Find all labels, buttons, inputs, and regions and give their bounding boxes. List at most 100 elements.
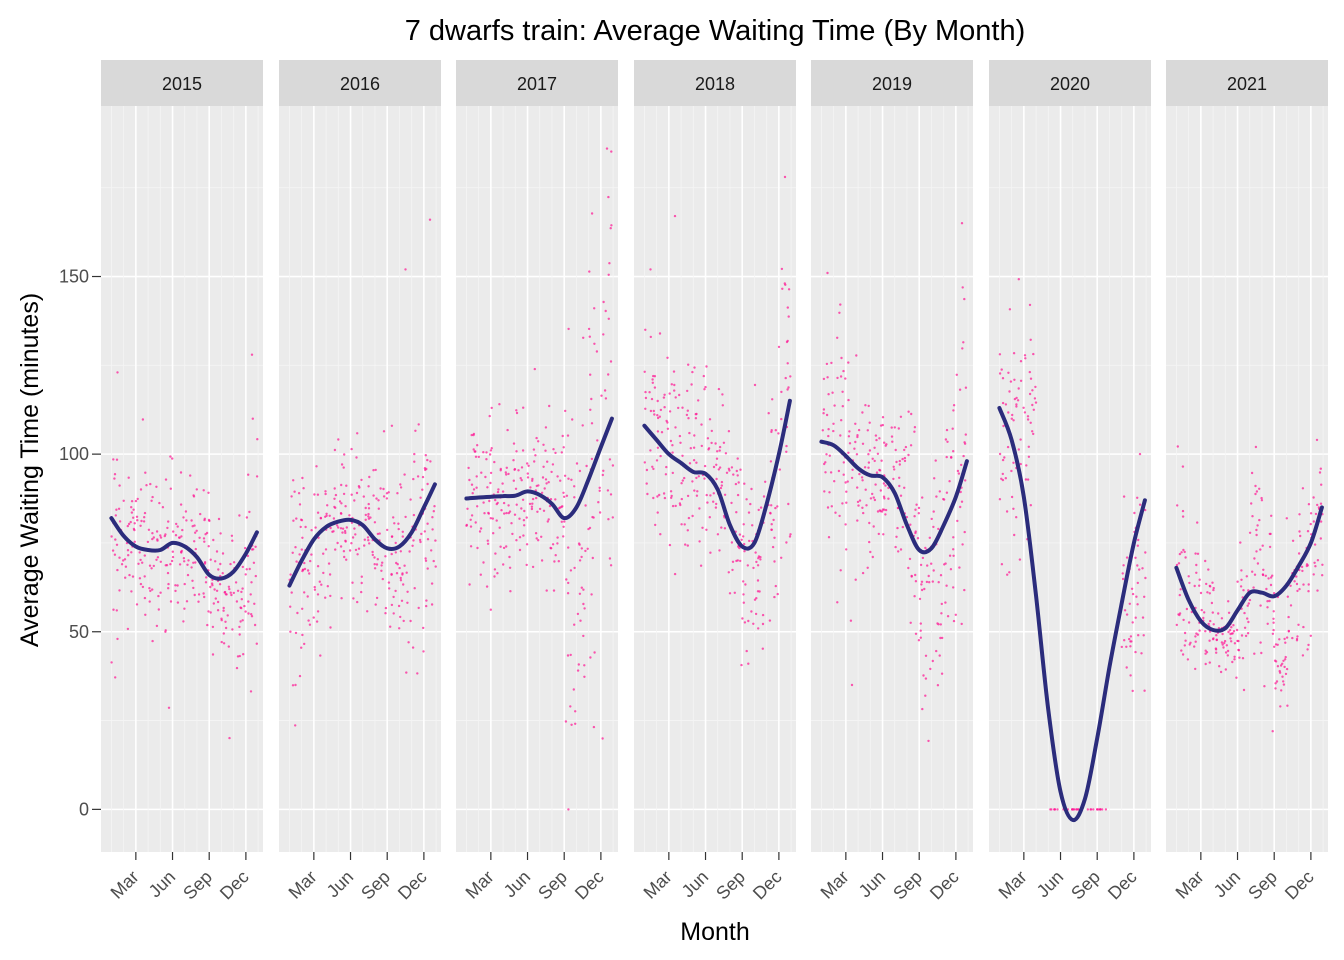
data-point: [509, 590, 512, 593]
data-point: [422, 650, 425, 653]
data-point: [584, 504, 587, 507]
data-point: [688, 462, 692, 465]
data-point: [554, 451, 557, 455]
data-point: [367, 485, 370, 488]
data-point: [497, 488, 500, 491]
data-point: [588, 335, 591, 338]
facet-strip-label: 2017: [517, 74, 557, 94]
data-point: [823, 490, 826, 493]
data-point: [1123, 609, 1127, 612]
data-point: [739, 559, 742, 563]
data-point: [695, 461, 698, 464]
data-point: [930, 562, 933, 565]
data-point: [1241, 657, 1245, 660]
data-point: [1307, 503, 1311, 506]
data-point: [592, 725, 596, 729]
data-point: [420, 532, 423, 536]
data-point: [931, 580, 934, 583]
data-point: [844, 481, 847, 484]
data-point: [223, 591, 226, 594]
data-point: [1240, 578, 1243, 581]
data-point: [1131, 689, 1134, 693]
data-point: [470, 514, 474, 517]
trend-line: [464, 416, 614, 521]
data-point: [663, 406, 666, 409]
data-point: [479, 573, 482, 576]
data-point: [586, 547, 589, 550]
data-point: [1231, 660, 1234, 664]
data-point: [890, 426, 893, 429]
data-point: [472, 433, 475, 437]
data-point: [183, 560, 186, 563]
data-point: [645, 468, 649, 472]
data-point: [721, 404, 724, 407]
data-point: [756, 579, 760, 582]
data-point: [176, 584, 179, 587]
data-point: [367, 515, 370, 518]
y-axis-title: Average Waiting Time (minutes): [16, 293, 44, 647]
data-point: [574, 722, 577, 725]
data-point: [126, 549, 130, 552]
data-point: [702, 374, 705, 378]
data-point: [363, 538, 366, 541]
data-point: [683, 523, 686, 526]
data-point: [393, 522, 396, 525]
data-point: [1128, 637, 1131, 641]
data-point: [1286, 704, 1289, 707]
data-point: [367, 502, 370, 506]
data-point: [1307, 643, 1310, 647]
data-point: [489, 517, 492, 520]
data-point: [171, 550, 174, 553]
data-point: [300, 548, 303, 551]
data-point: [694, 413, 697, 416]
x-tick-label: Dec: [926, 867, 963, 904]
data-point: [913, 515, 916, 518]
data-point: [299, 525, 302, 529]
data-point: [1176, 445, 1180, 448]
data-point: [604, 397, 608, 400]
data-point: [1266, 606, 1269, 609]
data-point: [226, 614, 229, 617]
data-point: [898, 463, 901, 466]
data-point: [901, 525, 904, 529]
data-point: [334, 548, 337, 551]
data-point: [937, 581, 940, 584]
data-point: [712, 500, 715, 503]
data-point: [742, 523, 745, 526]
data-point: [846, 480, 849, 483]
facet-strip-label: 2016: [340, 74, 380, 94]
data-point: [474, 450, 477, 453]
data-point: [235, 666, 239, 670]
data-point: [644, 390, 647, 394]
data-point: [697, 399, 700, 402]
data-point: [645, 482, 648, 485]
data-point: [871, 555, 874, 559]
data-point: [413, 452, 416, 456]
data-point: [608, 262, 611, 265]
data-point: [673, 389, 676, 392]
data-point: [656, 416, 660, 420]
data-point: [255, 475, 259, 478]
data-point: [176, 525, 179, 528]
data-point: [205, 576, 208, 579]
data-point: [1125, 556, 1129, 559]
data-point: [764, 480, 767, 483]
data-point: [1284, 641, 1287, 644]
points-2019: [821, 222, 968, 743]
data-point: [489, 481, 492, 485]
data-point: [784, 283, 787, 286]
data-point: [954, 613, 957, 616]
data-point: [179, 503, 183, 506]
data-point: [652, 467, 655, 471]
data-point: [409, 619, 412, 623]
data-point: [671, 444, 674, 447]
data-point: [319, 517, 323, 520]
data-point: [432, 559, 435, 563]
data-point: [430, 582, 434, 585]
data-point: [1287, 615, 1290, 619]
data-point: [425, 604, 428, 608]
data-point: [873, 459, 876, 463]
data-point: [219, 532, 222, 535]
data-point: [290, 495, 293, 498]
